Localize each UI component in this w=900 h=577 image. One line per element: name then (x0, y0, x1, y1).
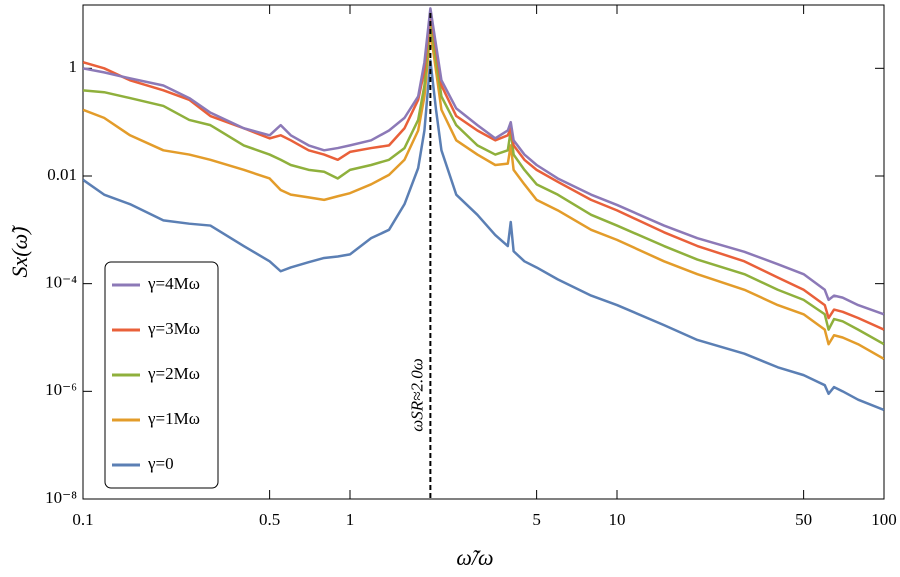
y-tick-label: 10⁻⁶ (45, 380, 77, 399)
y-tick-label: 1 (69, 57, 78, 76)
legend-label: γ=1Mω (147, 409, 200, 428)
series-line (83, 29, 884, 361)
series-line (83, 7, 884, 316)
x-tick-label: 0.5 (259, 510, 280, 529)
legend-label: γ=4Mω (147, 274, 200, 293)
x-tick-label: 100 (871, 510, 897, 529)
x-tick-label: 1 (346, 510, 355, 529)
plot-frame (82, 4, 885, 500)
series-line (83, 59, 884, 412)
legend-label: γ=0 (147, 454, 174, 473)
x-tick-label: 0.1 (72, 510, 93, 529)
annotation-text: ωSR≈2.0ω (407, 358, 426, 431)
x-tick-label: 50 (795, 510, 812, 529)
y-tick-label: 10⁻⁴ (45, 273, 77, 292)
series-line (83, 11, 884, 331)
legend-box (104, 261, 219, 489)
legend-label: γ=3Mω (147, 319, 200, 338)
y-axis-label: Sx(ω̃) (7, 225, 32, 278)
x-tick-label: 10 (609, 510, 626, 529)
y-tick-label: 10⁻⁸ (45, 488, 77, 507)
y-tick-label: 0.01 (47, 165, 77, 184)
legend-label: γ=2Mω (147, 364, 200, 383)
x-axis-label: ω̃/ω (456, 545, 493, 570)
series-line (83, 19, 884, 346)
x-tick-label: 5 (532, 510, 541, 529)
plot-lines (83, 7, 884, 412)
